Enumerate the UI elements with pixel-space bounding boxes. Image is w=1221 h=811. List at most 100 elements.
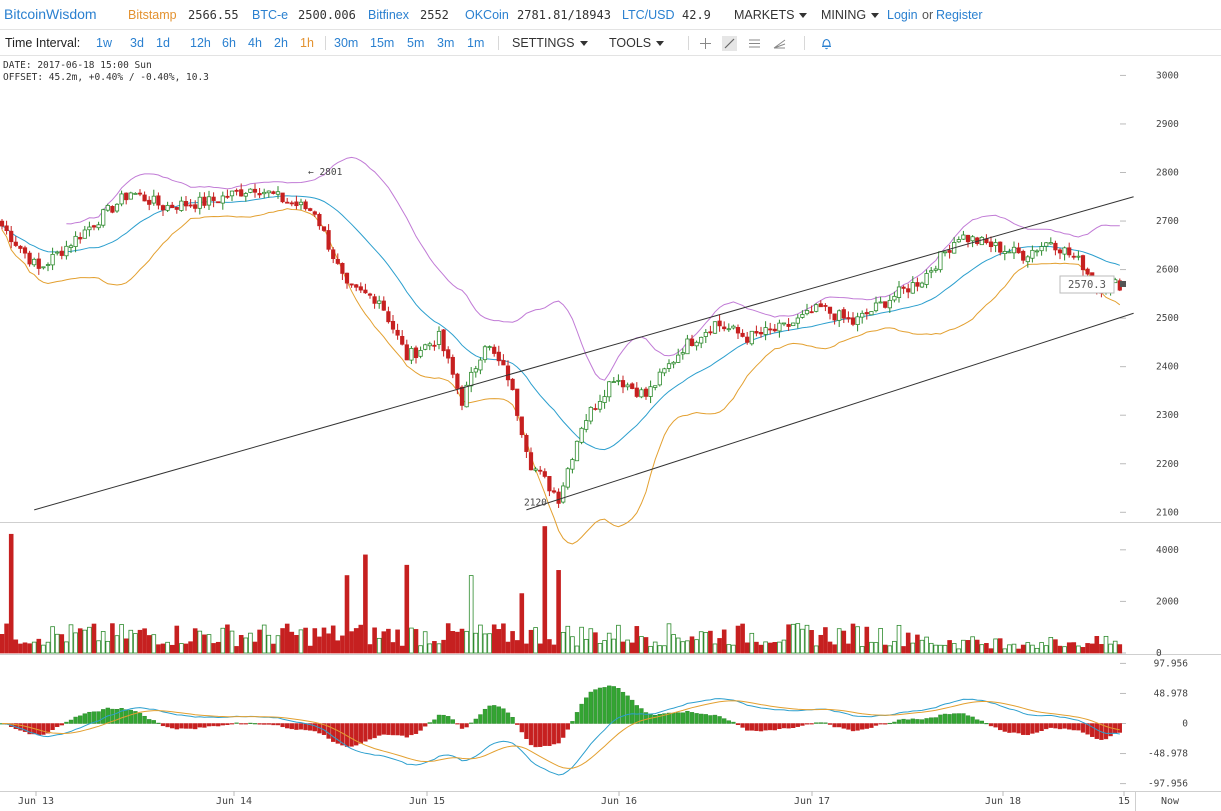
macd-histogram-bar bbox=[372, 723, 377, 739]
candle-bear bbox=[367, 293, 373, 296]
candle-bear bbox=[285, 201, 290, 204]
interval-30m[interactable]: 30m bbox=[334, 36, 359, 50]
exchange-name-btce[interactable]: BTC-e bbox=[252, 8, 289, 22]
candle-bear bbox=[188, 204, 193, 207]
info-date: DATE: 2017-06-18 15:00 Sun bbox=[3, 60, 152, 71]
macd-histogram-bar bbox=[639, 708, 644, 724]
candle-bear bbox=[386, 311, 391, 323]
macd-histogram-bar bbox=[620, 691, 626, 724]
volume-bar bbox=[280, 628, 285, 654]
site-logo[interactable]: BitcoinWisdom bbox=[4, 6, 97, 22]
macd-histogram-bar bbox=[556, 723, 561, 744]
settings-menu-label: SETTINGS bbox=[512, 36, 575, 50]
volume-bar bbox=[284, 623, 290, 654]
macd-histogram-bar bbox=[1039, 723, 1044, 731]
interval-5m[interactable]: 5m bbox=[407, 36, 425, 50]
volume-bar bbox=[459, 628, 465, 654]
volume-bar bbox=[31, 641, 37, 654]
macd-histogram-bar bbox=[285, 723, 290, 729]
volume-bar bbox=[321, 627, 327, 654]
macd-histogram-bar bbox=[938, 714, 943, 724]
register-link[interactable]: Register bbox=[936, 8, 983, 22]
volume-bar bbox=[574, 645, 580, 654]
candle-bull bbox=[220, 195, 225, 204]
candle-bull bbox=[763, 327, 768, 335]
exchange-name-ltcusd[interactable]: LTC/USD bbox=[622, 8, 675, 22]
macd-histogram-bar bbox=[446, 716, 451, 724]
volume-bar bbox=[50, 626, 55, 654]
macd-histogram-bar bbox=[708, 715, 713, 724]
line-draw-icon[interactable] bbox=[722, 36, 737, 51]
candle-bear bbox=[170, 204, 175, 209]
markets-menu[interactable]: MARKETS bbox=[734, 8, 808, 22]
volume-bar bbox=[721, 629, 727, 654]
fan-icon[interactable] bbox=[772, 36, 787, 51]
crosshair-icon[interactable] bbox=[698, 36, 713, 51]
interval-4h[interactable]: 4h bbox=[248, 36, 262, 50]
candle-bear bbox=[36, 258, 41, 269]
macd-histogram-bar bbox=[597, 687, 603, 724]
volume-bar bbox=[192, 628, 198, 654]
macd-histogram-bar bbox=[404, 723, 409, 738]
macd-histogram-bar bbox=[850, 723, 856, 732]
login-link[interactable]: Login bbox=[887, 8, 918, 22]
interval-1d[interactable]: 1d bbox=[156, 36, 170, 50]
settings-menu[interactable]: SETTINGS bbox=[512, 36, 588, 50]
volume-bar bbox=[151, 634, 157, 654]
tools-menu[interactable]: TOOLS bbox=[609, 36, 665, 50]
interval-1m[interactable]: 1m bbox=[467, 36, 485, 50]
volume-bar bbox=[243, 637, 249, 654]
volume-bar bbox=[1112, 640, 1118, 654]
price-chart[interactable]: 2100 2200 2300 2400 2500 2600 2700 2800 2900 3000… bbox=[0, 56, 1221, 811]
interval-3m[interactable]: 3m bbox=[437, 36, 455, 50]
macd-histogram-bar bbox=[436, 714, 442, 724]
volume-bar bbox=[510, 631, 515, 654]
mining-menu[interactable]: MINING bbox=[821, 8, 880, 22]
candle-bear bbox=[722, 326, 727, 330]
volume-bar bbox=[915, 634, 920, 654]
volume-bar bbox=[473, 632, 479, 654]
volume-bar bbox=[289, 631, 295, 654]
volume-bar bbox=[418, 645, 423, 654]
volume-bar bbox=[648, 645, 653, 654]
volume-bar bbox=[386, 628, 391, 654]
volume-bar bbox=[772, 642, 778, 654]
interval-2h[interactable]: 2h bbox=[274, 36, 288, 50]
interval-12h[interactable]: 12h bbox=[190, 36, 211, 50]
exchange-name-okcoin[interactable]: OKCoin bbox=[465, 8, 509, 22]
macd-histogram-bar bbox=[855, 723, 860, 731]
volume-bar bbox=[464, 630, 469, 654]
candle-bear bbox=[160, 205, 166, 211]
interval-15m[interactable]: 15m bbox=[370, 36, 395, 50]
interval-3d[interactable]: 3d bbox=[130, 36, 144, 50]
macd-histogram-bar bbox=[473, 718, 478, 724]
macd-histogram-bar bbox=[887, 722, 892, 725]
exchange-name-bitstamp[interactable]: Bitstamp bbox=[128, 8, 177, 22]
chevron-down-icon bbox=[579, 41, 588, 47]
volume-bar bbox=[372, 627, 377, 654]
interval-6h[interactable]: 6h bbox=[222, 36, 236, 50]
macd-histogram-bar bbox=[929, 717, 934, 724]
volume-bar bbox=[818, 634, 824, 654]
exchange-name-bitfinex[interactable]: Bitfinex bbox=[368, 8, 409, 22]
volume-bar bbox=[560, 631, 566, 654]
candle-bear bbox=[501, 360, 506, 366]
macd-histogram-bar bbox=[68, 719, 74, 724]
volume-bar bbox=[827, 641, 833, 654]
candle-bull bbox=[50, 253, 55, 266]
interval-1h[interactable]: 1h bbox=[300, 36, 314, 50]
macd-histogram-bar bbox=[528, 723, 534, 746]
candle-bear bbox=[768, 328, 773, 331]
macd-histogram-bar bbox=[993, 723, 998, 728]
horizontal-lines-icon[interactable] bbox=[747, 36, 762, 51]
interval-1w[interactable]: 1w bbox=[96, 36, 112, 50]
macd-histogram-bar bbox=[699, 713, 704, 724]
volume-bar bbox=[77, 628, 83, 654]
candle-bear bbox=[827, 306, 833, 314]
macd-histogram-bar bbox=[924, 718, 929, 724]
volume-bar bbox=[1080, 647, 1086, 654]
candle-bull bbox=[68, 245, 74, 248]
volume-bar bbox=[717, 638, 722, 654]
candle-bull bbox=[574, 440, 580, 462]
bell-icon[interactable] bbox=[819, 36, 834, 51]
